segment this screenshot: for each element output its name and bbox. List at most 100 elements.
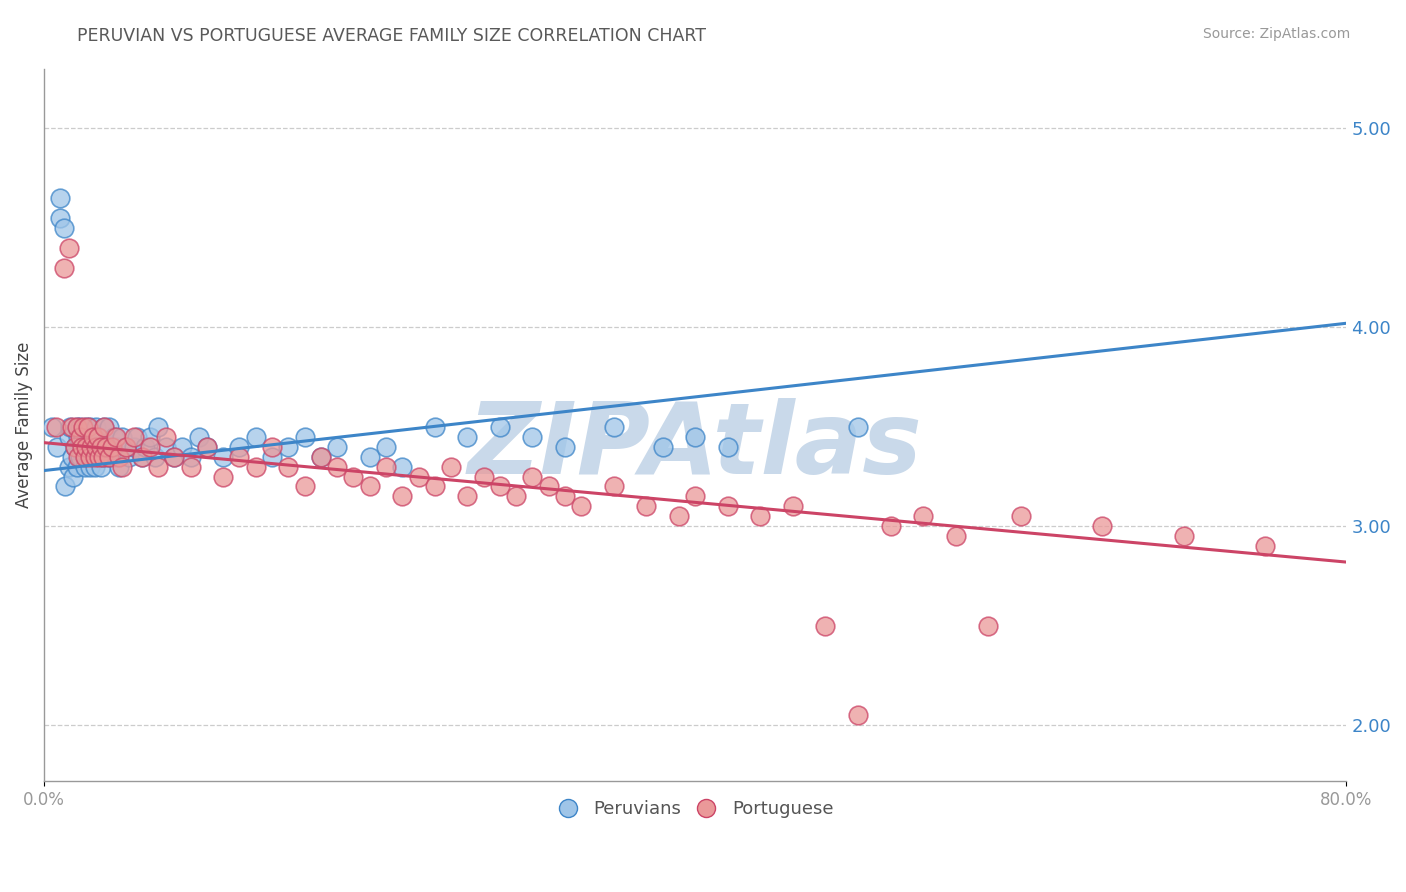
Point xyxy=(111,430,134,444)
Point xyxy=(122,430,145,444)
Point xyxy=(73,450,96,464)
Point xyxy=(73,459,96,474)
Point xyxy=(75,419,97,434)
Point xyxy=(245,430,267,444)
Point xyxy=(79,450,101,464)
Point xyxy=(155,430,177,444)
Text: Source: ZipAtlas.com: Source: ZipAtlas.com xyxy=(1202,27,1350,41)
Point xyxy=(143,450,166,464)
Point xyxy=(49,211,72,225)
Point xyxy=(131,450,153,464)
Point xyxy=(70,440,93,454)
Point xyxy=(80,440,103,454)
Point xyxy=(80,430,103,444)
Point xyxy=(423,479,446,493)
Point xyxy=(1010,509,1032,524)
Point xyxy=(456,430,478,444)
Point xyxy=(522,469,544,483)
Point xyxy=(66,459,89,474)
Point xyxy=(58,430,80,444)
Point xyxy=(1173,529,1195,543)
Point xyxy=(228,450,250,464)
Point xyxy=(277,459,299,474)
Point xyxy=(69,419,91,434)
Point xyxy=(93,419,115,434)
Point xyxy=(90,440,112,454)
Point xyxy=(104,450,127,464)
Point xyxy=(391,490,413,504)
Point xyxy=(90,440,112,454)
Point xyxy=(294,430,316,444)
Point xyxy=(195,440,218,454)
Y-axis label: Average Family Size: Average Family Size xyxy=(15,342,32,508)
Point xyxy=(72,419,94,434)
Point xyxy=(53,479,76,493)
Point xyxy=(408,469,430,483)
Point xyxy=(66,419,89,434)
Point xyxy=(187,430,209,444)
Point xyxy=(59,419,82,434)
Point xyxy=(62,469,84,483)
Point xyxy=(1091,519,1114,533)
Point xyxy=(101,450,124,464)
Point xyxy=(749,509,772,524)
Point xyxy=(101,440,124,454)
Point xyxy=(846,419,869,434)
Point xyxy=(472,469,495,483)
Point xyxy=(309,450,332,464)
Point xyxy=(668,509,690,524)
Point xyxy=(77,419,100,434)
Point xyxy=(879,519,901,533)
Point xyxy=(94,440,117,454)
Point xyxy=(44,419,66,434)
Point xyxy=(245,459,267,474)
Point xyxy=(554,440,576,454)
Point xyxy=(63,440,86,454)
Point xyxy=(423,419,446,434)
Point xyxy=(89,430,111,444)
Point xyxy=(359,479,381,493)
Point xyxy=(87,440,110,454)
Point xyxy=(52,260,75,275)
Point xyxy=(94,440,117,454)
Point xyxy=(309,450,332,464)
Point xyxy=(41,419,63,434)
Point xyxy=(717,440,740,454)
Point xyxy=(58,241,80,255)
Point xyxy=(122,440,145,454)
Point xyxy=(180,450,202,464)
Point xyxy=(114,440,136,454)
Point xyxy=(98,450,121,464)
Point xyxy=(391,459,413,474)
Point xyxy=(359,450,381,464)
Point xyxy=(79,459,101,474)
Point xyxy=(72,430,94,444)
Point xyxy=(636,500,658,514)
Point xyxy=(683,490,706,504)
Text: ZIPAtlas: ZIPAtlas xyxy=(468,398,922,495)
Point xyxy=(82,430,104,444)
Point xyxy=(89,450,111,464)
Point xyxy=(60,419,83,434)
Point xyxy=(118,450,141,464)
Point xyxy=(195,440,218,454)
Point xyxy=(505,490,527,504)
Point xyxy=(489,479,512,493)
Point xyxy=(134,440,156,454)
Point xyxy=(79,419,101,434)
Point xyxy=(163,450,186,464)
Point xyxy=(489,419,512,434)
Point xyxy=(66,419,89,434)
Point xyxy=(456,490,478,504)
Point xyxy=(146,459,169,474)
Point xyxy=(98,419,121,434)
Point xyxy=(75,440,97,454)
Point xyxy=(91,450,114,464)
Point xyxy=(146,419,169,434)
Point xyxy=(139,440,162,454)
Point xyxy=(114,440,136,454)
Point xyxy=(537,479,560,493)
Point xyxy=(77,450,100,464)
Point xyxy=(172,440,194,454)
Point xyxy=(125,430,148,444)
